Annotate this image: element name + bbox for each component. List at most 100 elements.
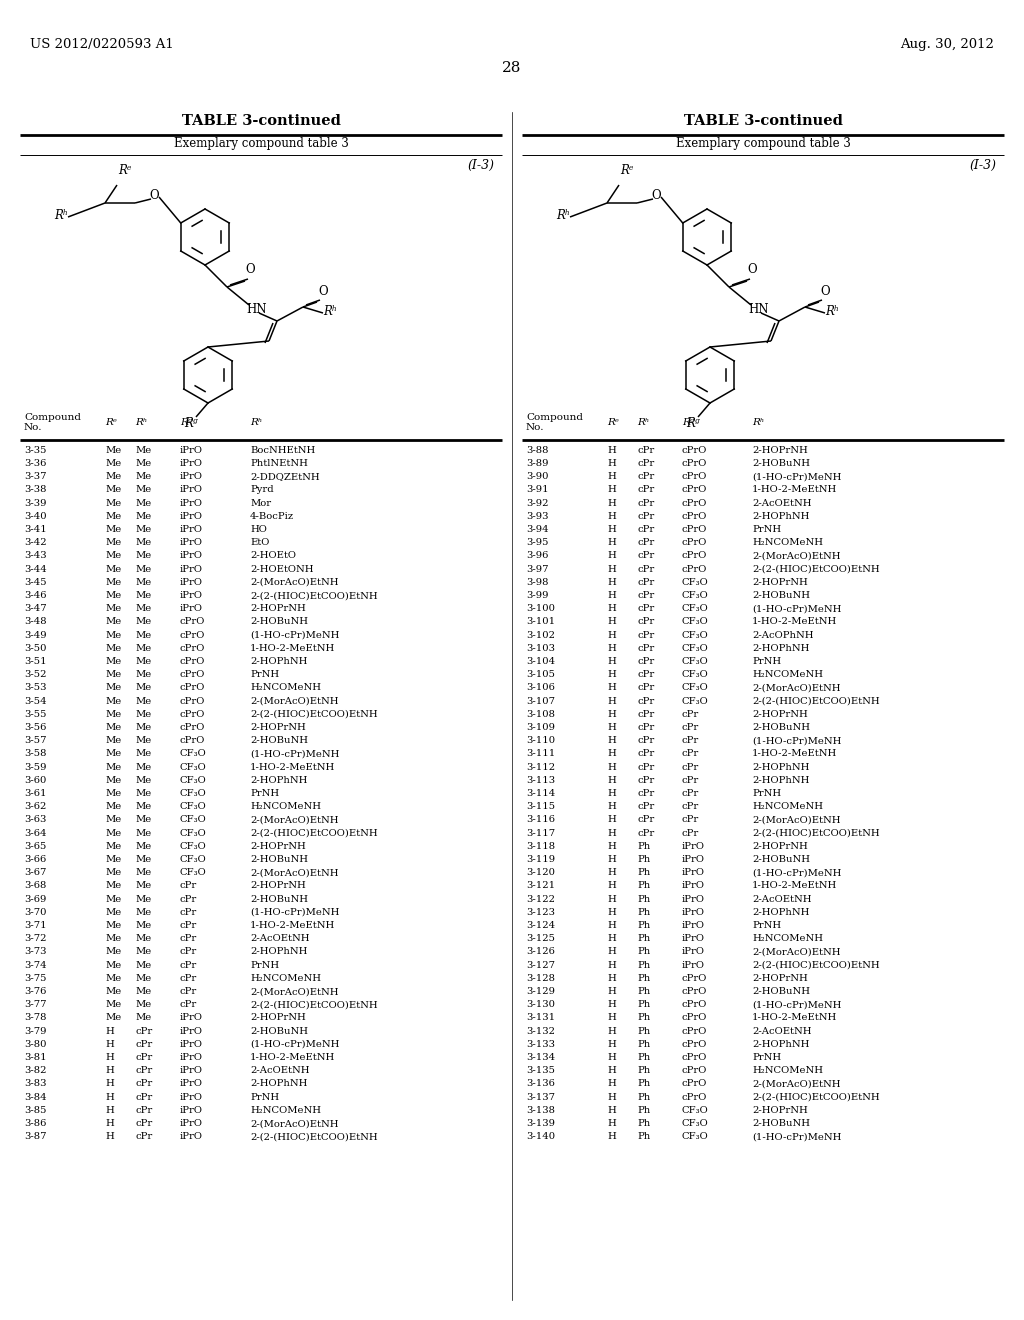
Text: CF₃O: CF₃O	[682, 578, 709, 587]
Text: 2-HOPrNH: 2-HOPrNH	[752, 446, 808, 455]
Text: cPr: cPr	[180, 895, 198, 904]
Text: cPr: cPr	[637, 829, 654, 838]
Text: 3-44: 3-44	[24, 565, 47, 574]
Text: Rᵉ: Rᵉ	[607, 418, 618, 426]
Text: Me: Me	[105, 750, 121, 759]
Text: Me: Me	[105, 539, 121, 548]
Text: Me: Me	[105, 473, 121, 482]
Text: (1-HO-cPr)MeNH: (1-HO-cPr)MeNH	[752, 737, 842, 746]
Text: cPr: cPr	[682, 710, 699, 719]
Text: H: H	[607, 565, 615, 574]
Text: Me: Me	[135, 974, 152, 983]
Text: 3-134: 3-134	[526, 1053, 555, 1063]
Text: 3-137: 3-137	[526, 1093, 555, 1102]
Text: Compound: Compound	[24, 413, 81, 422]
Text: H: H	[105, 1067, 114, 1076]
Text: cPrO: cPrO	[180, 644, 206, 653]
Text: 3-135: 3-135	[526, 1067, 555, 1076]
Text: 3-39: 3-39	[24, 499, 46, 508]
Text: iPrO: iPrO	[180, 525, 203, 535]
Text: cPr: cPr	[637, 657, 654, 667]
Text: Me: Me	[105, 816, 121, 825]
Text: iPrO: iPrO	[180, 1119, 203, 1129]
Text: 3-128: 3-128	[526, 974, 555, 983]
Text: 3-89: 3-89	[526, 459, 549, 469]
Text: H: H	[607, 459, 615, 469]
Text: CF₃O: CF₃O	[180, 776, 207, 785]
Text: iPrO: iPrO	[682, 935, 705, 944]
Text: (I-3): (I-3)	[969, 158, 996, 172]
Text: iPrO: iPrO	[180, 446, 203, 455]
Text: 2-HOPrNH: 2-HOPrNH	[752, 710, 808, 719]
Text: cPr: cPr	[135, 1040, 153, 1049]
Text: Me: Me	[135, 776, 152, 785]
Text: Me: Me	[105, 737, 121, 746]
Text: 3-46: 3-46	[24, 591, 46, 601]
Text: Me: Me	[105, 605, 121, 614]
Text: H: H	[607, 1119, 615, 1129]
Text: 1-HO-2-MeEtNH: 1-HO-2-MeEtNH	[752, 882, 838, 891]
Text: 3-42: 3-42	[24, 539, 47, 548]
Text: cPrO: cPrO	[180, 657, 206, 667]
Text: 3-45: 3-45	[24, 578, 47, 587]
Text: Me: Me	[105, 789, 121, 799]
Text: iPrO: iPrO	[682, 869, 705, 878]
Text: 2-(2-(HIOC)EtCOO)EtNH: 2-(2-(HIOC)EtCOO)EtNH	[250, 829, 378, 838]
Text: 2-HOBuNH: 2-HOBuNH	[752, 987, 810, 997]
Text: 2-HOBuNH: 2-HOBuNH	[250, 895, 308, 904]
Text: 3-120: 3-120	[526, 869, 555, 878]
Text: cPr: cPr	[637, 723, 654, 733]
Text: iPrO: iPrO	[180, 552, 203, 561]
Text: cPr: cPr	[682, 789, 699, 799]
Text: Me: Me	[135, 539, 152, 548]
Text: Me: Me	[135, 684, 152, 693]
Text: H: H	[607, 1093, 615, 1102]
Text: cPrO: cPrO	[682, 512, 708, 521]
Text: 3-105: 3-105	[526, 671, 555, 680]
Text: 2-HOPhNH: 2-HOPhNH	[752, 512, 809, 521]
Text: (1-HO-cPr)MeNH: (1-HO-cPr)MeNH	[250, 631, 339, 640]
Text: Me: Me	[135, 525, 152, 535]
Text: 1-HO-2-MeEtNH: 1-HO-2-MeEtNH	[752, 750, 838, 759]
Text: cPr: cPr	[180, 935, 198, 944]
Text: Me: Me	[135, 565, 152, 574]
Text: 3-54: 3-54	[24, 697, 47, 706]
Text: 3-136: 3-136	[526, 1080, 555, 1089]
Text: cPr: cPr	[682, 816, 699, 825]
Text: cPr: cPr	[135, 1093, 153, 1102]
Text: 3-82: 3-82	[24, 1067, 46, 1076]
Text: cPrO: cPrO	[180, 737, 206, 746]
Text: Me: Me	[105, 1014, 121, 1023]
Text: Me: Me	[135, 948, 152, 957]
Text: H: H	[607, 776, 615, 785]
Text: PrNH: PrNH	[250, 789, 280, 799]
Text: 3-37: 3-37	[24, 473, 46, 482]
Text: Ph: Ph	[637, 1001, 650, 1010]
Text: 3-92: 3-92	[526, 499, 549, 508]
Text: O: O	[318, 285, 328, 298]
Text: 2-AcOEtNH: 2-AcOEtNH	[752, 1027, 811, 1036]
Text: Me: Me	[105, 948, 121, 957]
Text: H: H	[607, 789, 615, 799]
Text: cPr: cPr	[637, 803, 654, 812]
Text: Exemplary compound table 3: Exemplary compound table 3	[676, 137, 851, 150]
Text: cPr: cPr	[682, 776, 699, 785]
Text: 3-88: 3-88	[526, 446, 549, 455]
Text: 2-HOBuNH: 2-HOBuNH	[752, 855, 810, 865]
Text: Me: Me	[135, 750, 152, 759]
Text: H: H	[105, 1027, 114, 1036]
Text: CF₃O: CF₃O	[180, 869, 207, 878]
Text: PrNH: PrNH	[250, 671, 280, 680]
Text: 1-HO-2-MeEtNH: 1-HO-2-MeEtNH	[250, 1053, 335, 1063]
Text: iPrO: iPrO	[180, 605, 203, 614]
Text: 3-78: 3-78	[24, 1014, 46, 1023]
Text: 3-79: 3-79	[24, 1027, 46, 1036]
Text: cPr: cPr	[637, 789, 654, 799]
Text: 3-131: 3-131	[526, 1014, 555, 1023]
Text: H₂NCOMeNH: H₂NCOMeNH	[752, 1067, 823, 1076]
Text: H: H	[607, 1053, 615, 1063]
Text: 3-93: 3-93	[526, 512, 549, 521]
Text: iPrO: iPrO	[180, 578, 203, 587]
Text: cPr: cPr	[637, 486, 654, 495]
Text: H: H	[607, 803, 615, 812]
